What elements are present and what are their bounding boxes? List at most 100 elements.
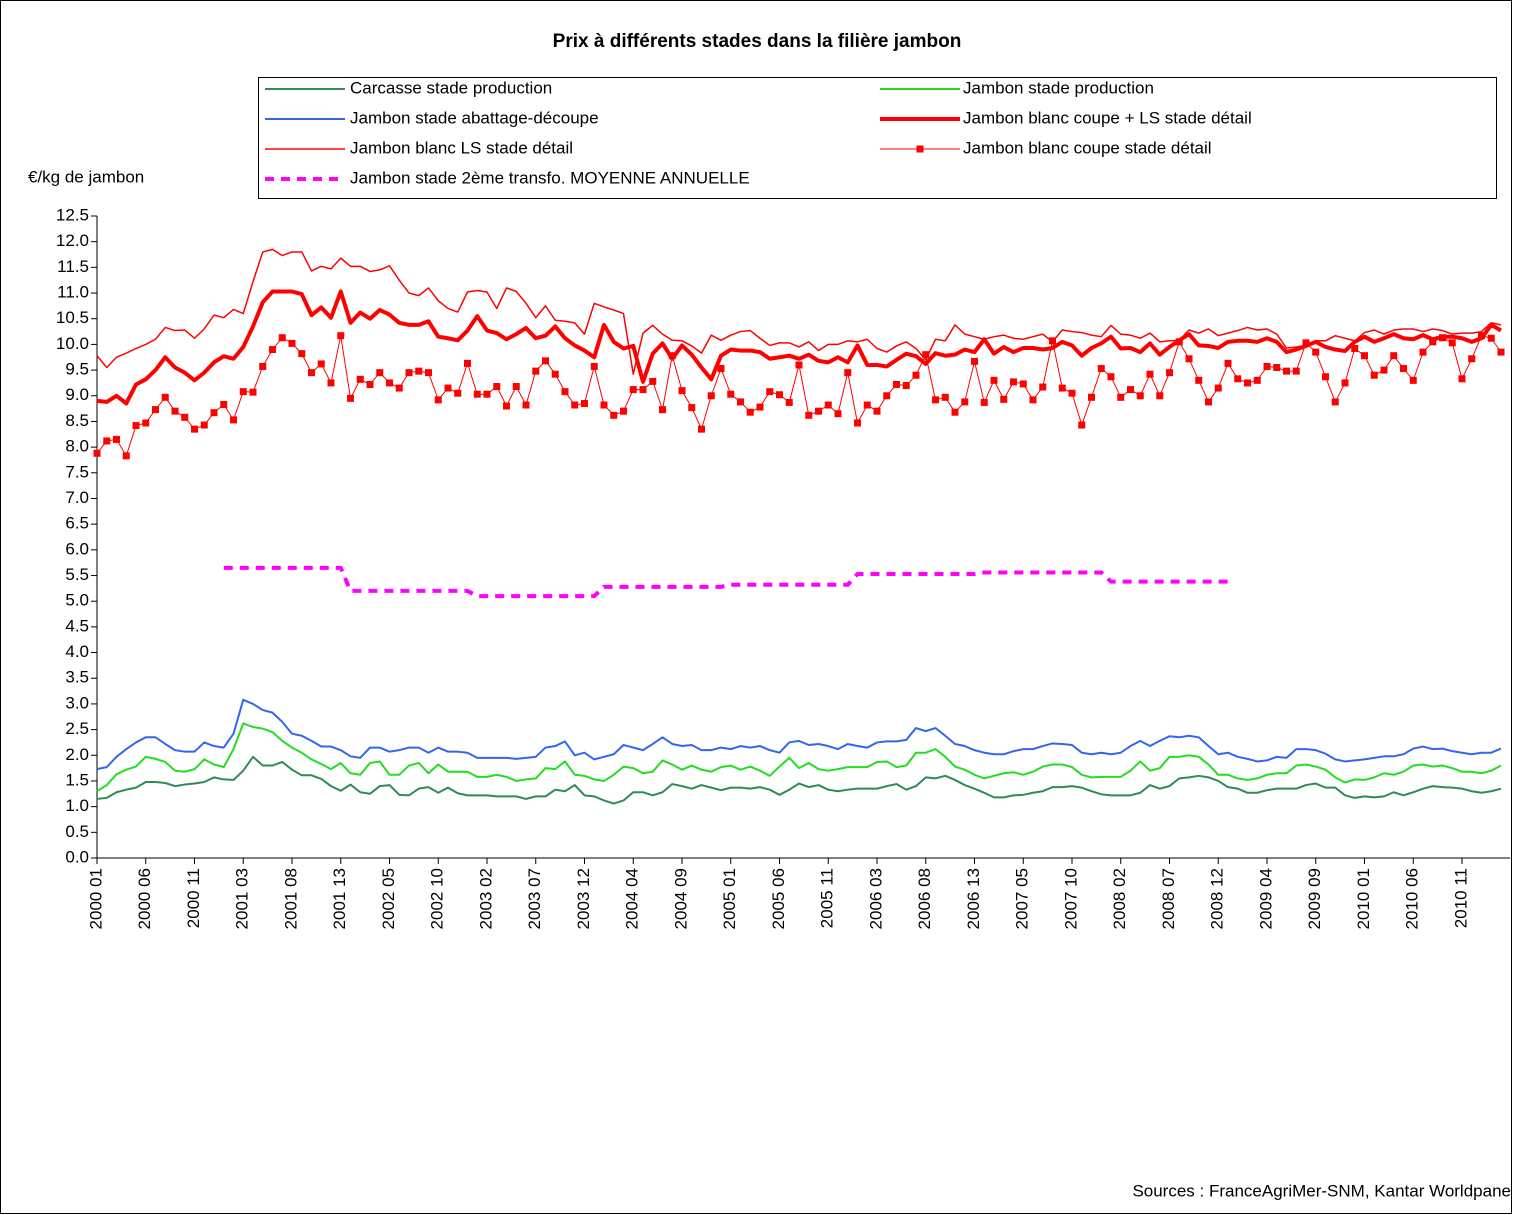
x-tick-label: 2004 09 [671,868,690,929]
series-marker [1429,338,1437,346]
series-marker [834,410,842,418]
x-tick-label: 2002 10 [428,868,447,929]
series-marker [1088,393,1095,401]
series-marker [1487,334,1495,342]
series-marker [1000,395,1008,403]
x-tick-label: 2000 06 [135,868,154,929]
series-marker [191,425,198,433]
x-tick-label: 2009 04 [1256,868,1275,929]
series-marker [1312,348,1320,356]
series-marker [142,419,150,427]
series-marker [1166,369,1173,377]
series-marker [542,357,549,365]
series-marker [1205,398,1212,406]
series-marker [922,351,930,359]
series-marker [503,402,510,410]
series-marker [308,369,315,377]
series-marker [824,401,832,409]
series-marker [581,399,588,407]
series-marker [873,407,881,415]
series-marker [93,449,101,457]
series-marker [737,398,744,406]
series-marker [1341,379,1349,387]
series-marker [1224,359,1232,367]
x-tick-label: 2003 02 [476,868,495,929]
series-marker [259,362,267,370]
series-marker [1136,392,1144,400]
series-marker [620,407,627,415]
y-tick-label: 10.0 [56,334,89,353]
series-marker [278,334,286,342]
series-line [223,565,1228,599]
series-marker [1214,384,1222,392]
x-tick-label: 2002 05 [379,868,398,929]
series-marker [688,404,696,412]
series-marker [512,383,520,391]
x-tick-label: 2008 02 [1110,868,1129,929]
series-marker [971,357,978,365]
legend-label: Jambon blanc coupe stade détail [963,138,1212,157]
series-marker [990,376,998,384]
x-tick-label: 2005 06 [769,868,788,929]
series-marker [1068,389,1076,397]
series-line [96,698,1502,771]
series-marker [902,381,910,389]
series-marker [1458,375,1466,383]
series-marker [522,401,530,409]
series-line [96,755,1502,805]
series-marker [1127,386,1134,394]
series-marker [590,362,598,370]
x-tick-label: 2010 01 [1354,868,1373,929]
series-marker [1322,373,1329,381]
series-marker [932,396,939,404]
series-marker [434,396,442,404]
x-tick-label: 2006 03 [866,868,885,929]
series-marker [795,361,803,369]
series-marker [103,437,111,445]
series-marker [1253,376,1261,384]
series-marker [1234,375,1242,383]
series-marker [269,346,276,354]
legend-label: Jambon stade production [963,78,1154,97]
series-marker [1400,365,1407,373]
y-tick-label: 3.0 [65,693,89,712]
series-marker [912,371,920,379]
series-marker [454,389,462,397]
series-marker [561,388,569,396]
series-marker [317,360,325,368]
series-marker [1361,352,1368,360]
series-marker [980,398,988,406]
series-marker [1010,378,1017,386]
series-marker [1185,355,1193,363]
series-marker [844,369,852,377]
series-marker [171,407,179,415]
series-marker [1370,371,1378,379]
series-marker [1390,352,1398,360]
series-marker [707,392,715,400]
series-marker [113,435,120,443]
series-marker [961,398,969,406]
legend-box [258,77,1497,199]
series-marker [239,388,247,396]
y-tick-label: 5.5 [65,565,89,584]
series-marker [1331,398,1339,406]
series-marker [746,408,754,416]
x-tick-label: 2001 03 [233,868,252,929]
legend-label: Jambon stade 2ème transfo. MOYENNE ANNUE… [350,168,750,187]
x-tick-label: 2007 05 [1013,868,1032,929]
series-marker [1049,337,1056,345]
legend-label: Carcasse stade production [350,78,552,97]
series-marker [1029,396,1037,404]
y-tick-label: 6.0 [65,539,89,558]
series-marker [639,386,647,394]
series-marker [610,411,618,419]
series-marker [483,390,491,398]
series-marker [376,369,384,377]
series-marker [395,384,403,392]
series-marker [1497,348,1505,356]
series-marker [678,387,686,395]
series-marker [941,393,949,401]
y-tick-label: 7.0 [65,488,89,507]
x-tick-label: 2010 06 [1403,868,1422,929]
series-marker [766,388,774,396]
